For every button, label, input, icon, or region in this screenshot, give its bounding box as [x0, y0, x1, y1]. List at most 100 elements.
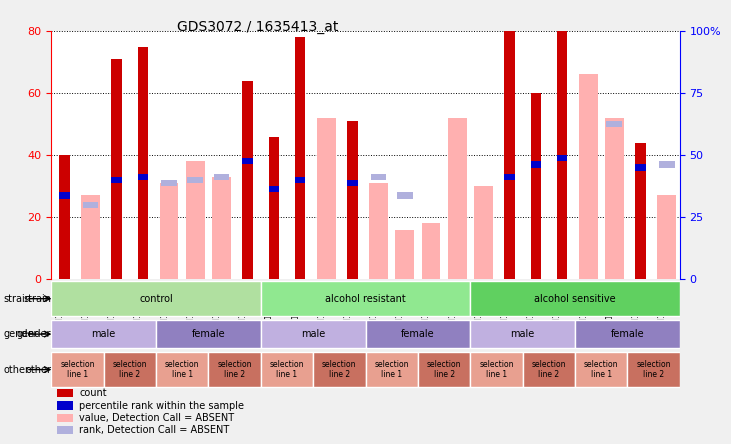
Bar	[397, 192, 413, 198]
FancyBboxPatch shape	[627, 352, 680, 387]
FancyBboxPatch shape	[156, 320, 261, 349]
Text: selection
line 1: selection line 1	[584, 360, 618, 379]
Text: selection
line 1: selection line 1	[374, 360, 409, 379]
Text: female: female	[192, 329, 225, 339]
Bar	[137, 47, 148, 279]
Bar	[58, 389, 73, 397]
Text: alcohol resistant: alcohol resistant	[325, 293, 406, 304]
Bar	[83, 202, 99, 208]
Text: percentile rank within the sample: percentile rank within the sample	[80, 400, 244, 411]
Bar	[295, 37, 306, 279]
Bar	[347, 121, 357, 279]
FancyBboxPatch shape	[261, 352, 313, 387]
Text: selection
line 2: selection line 2	[427, 360, 461, 379]
Text: selection
line 2: selection line 2	[322, 360, 357, 379]
Text: other: other	[25, 365, 51, 375]
FancyBboxPatch shape	[470, 281, 680, 316]
FancyBboxPatch shape	[470, 320, 575, 349]
Bar	[422, 223, 440, 279]
Text: value, Detection Call = ABSENT: value, Detection Call = ABSENT	[80, 413, 235, 423]
Text: alcohol sensitive: alcohol sensitive	[534, 293, 616, 304]
Bar	[531, 93, 541, 279]
Text: rank, Detection Call = ABSENT: rank, Detection Call = ABSENT	[80, 425, 230, 435]
Text: male: male	[510, 329, 535, 339]
FancyBboxPatch shape	[51, 281, 261, 316]
Bar	[137, 174, 148, 180]
FancyBboxPatch shape	[261, 281, 470, 316]
Bar	[557, 22, 567, 279]
Bar	[295, 177, 306, 183]
Bar	[347, 180, 357, 186]
Bar	[111, 59, 122, 279]
FancyBboxPatch shape	[418, 352, 470, 387]
Bar	[213, 174, 230, 180]
Text: female: female	[401, 329, 435, 339]
FancyBboxPatch shape	[523, 352, 575, 387]
Bar	[243, 81, 253, 279]
FancyBboxPatch shape	[575, 320, 680, 349]
Bar	[58, 414, 73, 422]
Text: strain: strain	[4, 293, 31, 304]
Bar	[187, 177, 203, 183]
Bar	[369, 183, 388, 279]
Bar	[58, 426, 73, 434]
Bar	[317, 118, 336, 279]
Text: male: male	[301, 329, 325, 339]
Bar	[159, 183, 178, 279]
Text: selection
line 2: selection line 2	[217, 360, 251, 379]
Bar	[395, 230, 414, 279]
Bar	[504, 174, 515, 180]
FancyBboxPatch shape	[51, 352, 104, 387]
FancyBboxPatch shape	[104, 352, 156, 387]
Bar	[657, 195, 676, 279]
Bar	[635, 164, 645, 170]
Bar	[371, 174, 387, 180]
Bar	[59, 155, 69, 279]
FancyBboxPatch shape	[575, 352, 627, 387]
Text: selection
line 1: selection line 1	[60, 360, 94, 379]
Bar	[58, 401, 73, 410]
Bar	[579, 75, 597, 279]
Bar	[111, 177, 122, 183]
Text: strain: strain	[23, 293, 51, 304]
Text: male: male	[91, 329, 115, 339]
Text: selection
line 1: selection line 1	[165, 360, 200, 379]
Bar	[474, 186, 493, 279]
Bar	[557, 155, 567, 161]
FancyBboxPatch shape	[208, 352, 261, 387]
Text: other: other	[4, 365, 30, 375]
FancyBboxPatch shape	[261, 320, 366, 349]
Bar	[504, 31, 515, 279]
Bar	[607, 121, 622, 127]
Bar	[81, 195, 100, 279]
Text: gender: gender	[4, 329, 38, 339]
Text: GDS3072 / 1635413_at: GDS3072 / 1635413_at	[177, 20, 338, 34]
Text: count: count	[80, 388, 107, 398]
Bar	[212, 177, 231, 279]
FancyBboxPatch shape	[156, 352, 208, 387]
Bar	[162, 180, 177, 186]
Text: control: control	[139, 293, 173, 304]
FancyBboxPatch shape	[51, 320, 156, 349]
FancyBboxPatch shape	[313, 352, 366, 387]
Text: female: female	[610, 329, 644, 339]
Bar	[268, 136, 279, 279]
Bar	[268, 186, 279, 192]
FancyBboxPatch shape	[366, 352, 418, 387]
Bar	[605, 118, 624, 279]
Bar	[59, 192, 69, 198]
Text: selection
line 1: selection line 1	[480, 360, 514, 379]
Bar	[635, 143, 645, 279]
Bar	[243, 158, 253, 164]
Text: selection
line 2: selection line 2	[637, 360, 671, 379]
Bar	[531, 161, 541, 167]
FancyBboxPatch shape	[470, 352, 523, 387]
Text: selection
line 2: selection line 2	[113, 360, 147, 379]
Text: gender: gender	[17, 329, 51, 339]
FancyBboxPatch shape	[366, 320, 470, 349]
Text: selection
line 2: selection line 2	[531, 360, 566, 379]
Bar	[186, 161, 205, 279]
Bar	[448, 118, 466, 279]
Bar	[659, 161, 675, 167]
Text: selection
line 1: selection line 1	[270, 360, 304, 379]
